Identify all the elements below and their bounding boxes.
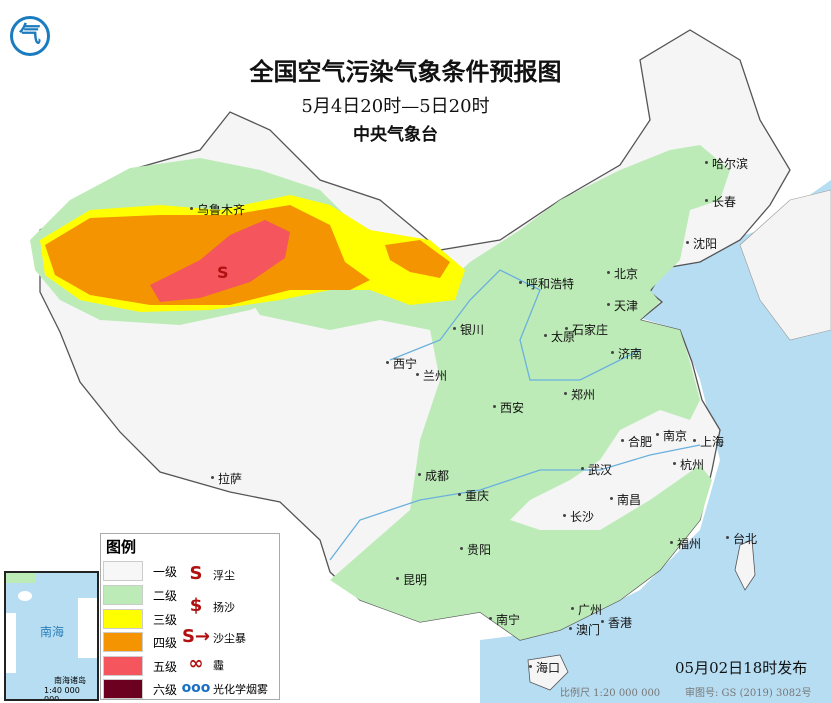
city-label: 上海 (692, 435, 725, 449)
city-label: 石家庄 (564, 323, 609, 337)
swatch (103, 585, 143, 605)
floating-dust-icon: S (189, 563, 203, 584)
swatch (103, 609, 143, 629)
sandstorm-icon: S→ (181, 626, 211, 647)
city-label: 济南 (610, 347, 643, 361)
symbol-label: 沙尘暴 (213, 632, 246, 645)
symbol-label: 扬沙 (213, 601, 235, 614)
forecast-period: 5月4日20时—5日20时 (301, 96, 490, 117)
level-label: 六级 (153, 683, 178, 697)
symbol-label: 霾 (213, 659, 224, 672)
legend-symbol-dust: S 浮尘 (101, 564, 279, 584)
inset-land-east (78, 598, 97, 658)
city-label: 拉萨 (210, 472, 243, 486)
symbol-label: 光化学烟雾 (213, 683, 268, 696)
city-label: 呼和浩特 (518, 277, 575, 291)
city-label: 合肥 (620, 435, 653, 449)
city-label: 广州 (570, 603, 603, 617)
floating-dust-marker: S (217, 263, 229, 282)
level-label: 五级 (153, 660, 178, 674)
city-label: 台北 (725, 532, 758, 546)
city-label: 杭州 (672, 458, 705, 472)
photochemical-smog-icon: ooo (181, 680, 211, 696)
blowing-sand-icon: $ (189, 595, 203, 616)
city-label: 哈尔滨 (704, 157, 749, 171)
swatch (103, 632, 143, 652)
legend-title: 图例 (106, 538, 137, 556)
inset-scale: 1:40 000 000 (44, 686, 80, 701)
city-label: 西安 (492, 401, 525, 415)
publish-time: 05月02日18时发布 (675, 659, 808, 677)
city-label: 沈阳 (685, 237, 718, 251)
city-label: 长春 (704, 195, 737, 209)
legend-symbol-sandstorm: S→ 沙尘暴 (101, 627, 279, 647)
legend-symbol-blowing-sand: $ 扬沙 (101, 596, 279, 616)
city-label: 太原 (543, 330, 576, 344)
inset-title: 南海诸岛 (54, 676, 86, 685)
city-label: 天津 (606, 299, 639, 313)
south-china-sea-inset: 南海 南海诸岛 1:40 000 000 (4, 571, 99, 701)
svg-text:S: S (217, 263, 229, 282)
swatch (103, 656, 143, 676)
legend: 图例 一级 二级 三级 四级 五级 六级 S 浮尘 $ 扬沙 S→ 沙尘暴 ∞ 霾 oo… (100, 533, 280, 700)
city-label: 福州 (669, 537, 702, 551)
map-approval-number: 审图号: GS (2019) 3082号 (685, 688, 812, 699)
city-label: 海口 (528, 661, 561, 675)
city-label: 香港 (600, 616, 633, 630)
swatch (103, 561, 143, 581)
level-label: 二级 (153, 589, 178, 603)
legend-symbol-haze: ∞ 霾 (101, 654, 279, 674)
level-label: 四级 (153, 636, 178, 650)
city-label: 重庆 (457, 489, 490, 503)
issuer: 中央气象台 (353, 125, 438, 145)
map-title: 全国空气污染气象条件预报图 (249, 58, 562, 86)
river-yangtze (329, 444, 701, 561)
legend-symbol-smog: ooo 光化学烟雾 (101, 678, 279, 698)
city-label: 澳门 (568, 623, 601, 637)
cma-logo: 气 (10, 16, 50, 56)
city-label: 昆明 (395, 573, 428, 587)
level-label: 一级 (153, 565, 178, 579)
city-label: 南京 (655, 429, 688, 443)
taiwan (734, 539, 756, 591)
city-label: 郑州 (563, 388, 596, 402)
korea-land (739, 189, 831, 341)
level2-zone (250, 145, 730, 640)
hainan (527, 654, 569, 691)
city-label: 成都 (417, 469, 450, 483)
city-label: 贵阳 (459, 543, 492, 557)
inset-hainan (18, 591, 32, 601)
inset-land-west (6, 613, 16, 673)
city-label: 武汉 (580, 463, 613, 477)
symbol-label: 浮尘 (213, 569, 235, 582)
city-label: 南昌 (609, 493, 642, 507)
swatch (103, 679, 143, 699)
city-label: 兰州 (415, 369, 448, 383)
inset-land (6, 573, 36, 583)
city-label: 西宁 (385, 357, 418, 371)
city-label: 银川 (452, 323, 485, 337)
river-yellow (389, 269, 641, 381)
level4-zone-east (385, 240, 450, 278)
city-label: 乌鲁木齐 (189, 203, 246, 217)
city-label: 北京 (606, 267, 639, 281)
city-label: 南宁 (488, 613, 521, 627)
haze-icon: ∞ (188, 653, 204, 674)
level-label: 三级 (153, 613, 178, 627)
city-label: 长沙 (562, 510, 595, 524)
level5-zone (150, 220, 290, 302)
map-scale: 比例尺 1:20 000 000 (560, 688, 661, 699)
inset-sea-label: 南海 (40, 625, 65, 639)
